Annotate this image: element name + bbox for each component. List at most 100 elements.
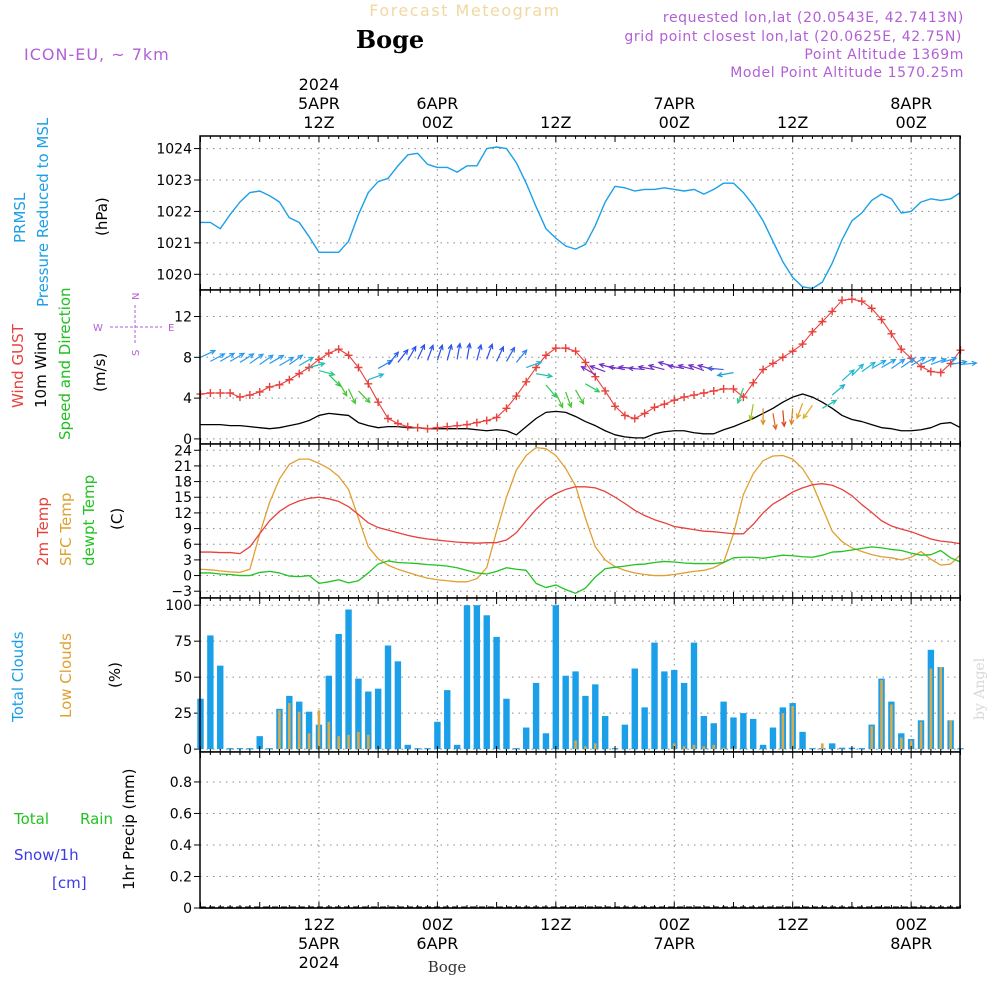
pressure-panel: 1020 1021 1022 1023 1024 — [156, 135, 961, 291]
wind-arrow-head — [267, 354, 274, 360]
bottom-time-label: 5APR — [298, 934, 340, 953]
wind-arrow — [288, 354, 303, 365]
wind-arrow-head — [536, 360, 543, 367]
low-cloud-bar — [307, 733, 311, 750]
wind-speed-line — [200, 393, 961, 439]
wind-ytick-label: 12 — [174, 310, 192, 326]
gust-marker — [393, 419, 402, 428]
wind-arrow — [940, 357, 957, 363]
total-cloud-bar — [720, 701, 727, 750]
wind-arrow-head — [607, 364, 615, 371]
wind-arrow-head — [466, 342, 472, 349]
wind-arrow-head — [420, 343, 426, 350]
temp-ytick-label: 15 — [174, 490, 192, 506]
wind-arrow — [239, 353, 254, 363]
wind-arrow — [279, 356, 294, 366]
pressure-line — [200, 146, 961, 290]
low-cloud-bar — [584, 746, 587, 750]
wind-arrow-head — [551, 392, 558, 399]
gust-marker — [690, 391, 698, 400]
gust-marker — [403, 422, 412, 431]
pressure-ytick-label: 1020 — [156, 267, 192, 283]
compass-e: E — [168, 323, 174, 334]
gust-marker — [206, 389, 215, 398]
gust-marker — [798, 340, 807, 349]
wind-arrow — [831, 384, 845, 396]
product-title: Forecast Meteogram — [369, 1, 560, 20]
total-cloud-bar — [355, 678, 362, 750]
wind-arrow-head — [971, 360, 978, 367]
total-cloud-bar — [266, 748, 273, 750]
top-time-label: 12Z — [777, 113, 808, 132]
temp-ytick-label: −3 — [171, 584, 192, 600]
gust-marker — [561, 344, 570, 353]
wind-arrow-head — [447, 343, 453, 350]
low-cloud-bar — [929, 668, 933, 750]
low-cloud-bar — [702, 746, 706, 750]
gust-marker — [936, 368, 945, 377]
total-cloud-bar — [226, 748, 234, 750]
wind-arrow-head — [329, 370, 336, 377]
gust-marker — [847, 295, 856, 304]
wind-arrow — [338, 381, 348, 396]
bottom-time-label: 8APR — [890, 934, 932, 953]
total-cloud-bar — [325, 675, 333, 750]
temp-label-2m: 2m Temp — [34, 497, 52, 566]
gust-marker — [374, 398, 383, 407]
total-cloud-bar — [384, 645, 392, 750]
gust-marker — [324, 349, 333, 358]
gust-marker — [749, 378, 758, 387]
pressure-bg — [200, 136, 960, 290]
total-cloud-bar — [690, 642, 698, 750]
low-cloud-bar — [899, 737, 903, 750]
low-cloud-bar — [821, 743, 824, 750]
gust-marker — [285, 375, 294, 384]
pressure-ytick-label: 1022 — [156, 204, 192, 220]
precip-label-cm: [cm] — [52, 874, 87, 892]
total-cloud-bar — [858, 748, 865, 750]
total-cloud-bar — [631, 668, 638, 750]
wind-arrow — [417, 344, 425, 360]
wind-arrow — [308, 362, 325, 369]
low-cloud-bar — [939, 667, 943, 750]
pressure-ytick-label: 1021 — [156, 236, 192, 252]
wind-arrow — [505, 347, 515, 362]
wind-arrow — [318, 369, 335, 376]
precip-panel: 0 0.2 0.4 0.6 0.8 — [170, 751, 961, 917]
wind-arrow-head — [342, 390, 348, 397]
precip-bg — [200, 752, 960, 908]
total-cloud-bar — [365, 691, 372, 750]
total-cloud-bar — [434, 721, 441, 750]
low-cloud-bar — [949, 720, 952, 750]
wind-arrow-head — [716, 371, 723, 378]
top-time-label: 00Z — [422, 113, 453, 132]
gust-marker — [601, 386, 610, 395]
wind-arrow-head — [319, 361, 326, 368]
gust-marker — [828, 307, 837, 316]
wind-arrow — [790, 408, 794, 425]
wind-arrow — [515, 349, 528, 363]
dewpt-line — [200, 546, 961, 594]
wind-arrow-head — [687, 363, 694, 370]
wind-arrow — [707, 367, 724, 371]
wind-arrow — [802, 404, 813, 419]
gust-marker — [334, 345, 343, 354]
low-cloud-bar — [870, 726, 873, 750]
clouds-ytick-label: 0 — [183, 742, 192, 758]
total-cloud-bar — [601, 716, 609, 750]
wind-arrow — [861, 361, 876, 373]
wind-arrow — [648, 364, 665, 371]
wind-arrow — [387, 351, 399, 365]
cloud-label-low: Low Clouds — [57, 633, 75, 718]
bottom-location: Boge — [428, 958, 467, 976]
low-cloud-bar — [317, 710, 321, 750]
wind-arrow-head — [402, 348, 409, 355]
wind-arrow — [581, 366, 596, 376]
total-cloud-bar — [641, 707, 648, 750]
gust-marker — [295, 369, 304, 378]
gust-marker — [838, 296, 847, 305]
gust-marker — [650, 403, 659, 412]
wind-arrow-head — [919, 356, 927, 362]
